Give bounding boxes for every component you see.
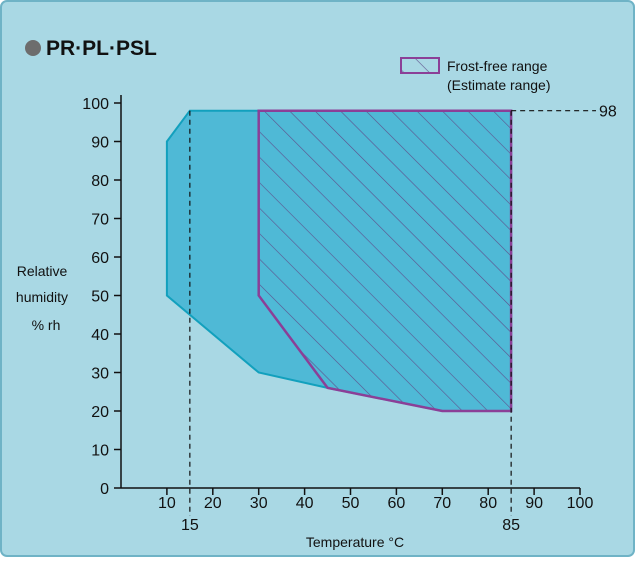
x-tick-label: 60 xyxy=(388,495,406,512)
x-tick-label: 70 xyxy=(433,495,451,512)
y-tick-label: 50 xyxy=(91,289,109,306)
y-axis-label-line: % rh xyxy=(32,317,61,333)
x-tick-label: 80 xyxy=(479,495,497,512)
y-tick-label: 70 xyxy=(91,212,109,229)
reference-guides: 15 85 98 xyxy=(181,104,617,534)
x-tick-label: 20 xyxy=(204,495,222,512)
x-tick-label: 10 xyxy=(158,495,176,512)
x-tick-label: 50 xyxy=(342,495,360,512)
y-tick-label: 60 xyxy=(91,250,109,267)
x-reference-label: 85 xyxy=(502,517,520,534)
y-axis-ticks: 0 10 20 30 40 50 60 70 80 90 100 xyxy=(82,96,121,498)
y-reference-label: 98 xyxy=(599,104,617,121)
y-tick-label: 10 xyxy=(91,443,109,460)
y-tick-label: 80 xyxy=(91,173,109,190)
x-reference-label: 15 xyxy=(181,517,199,534)
y-axis-label-line: Relative xyxy=(17,263,68,279)
x-tick-label: 40 xyxy=(296,495,314,512)
x-axis-ticks: 10 20 30 40 50 60 70 80 90 100 xyxy=(158,488,593,512)
title-bullet-icon xyxy=(25,40,41,56)
y-tick-label: 30 xyxy=(91,366,109,383)
y-tick-label: 20 xyxy=(91,404,109,421)
legend: Frost-free range (Estimate range) xyxy=(400,57,550,93)
chart-title: PR·PL·PSL xyxy=(46,37,157,60)
y-axis-label: Relative humidity % rh xyxy=(16,263,68,333)
legend-swatch xyxy=(400,57,440,74)
x-tick-label: 90 xyxy=(525,495,543,512)
y-axis-label-line: humidity xyxy=(16,289,68,305)
y-tick-label: 100 xyxy=(82,96,109,113)
x-tick-label: 30 xyxy=(250,495,268,512)
x-tick-label: 100 xyxy=(567,495,594,512)
y-tick-label: 40 xyxy=(91,327,109,344)
legend-label: Frost-free range xyxy=(447,58,548,74)
legend-label-note: (Estimate range) xyxy=(447,77,550,93)
y-tick-label: 90 xyxy=(91,135,109,152)
y-tick-label: 0 xyxy=(100,481,109,498)
x-axis-label: Temperature °C xyxy=(306,534,404,550)
